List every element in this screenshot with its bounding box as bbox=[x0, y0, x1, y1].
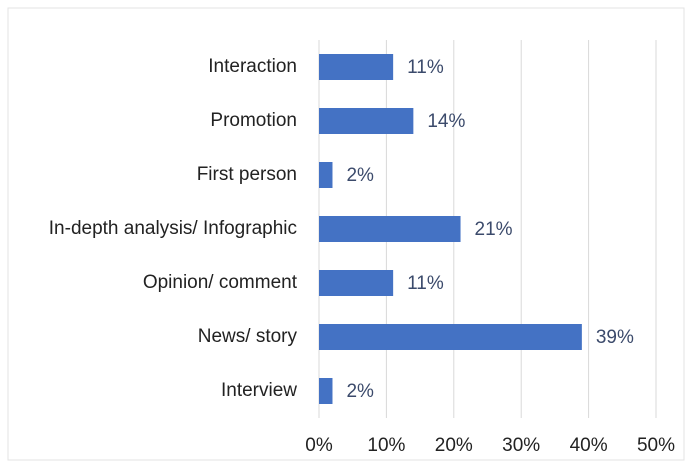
bar bbox=[319, 162, 333, 188]
value-label: 14% bbox=[427, 111, 465, 132]
y-tick-label: News/ story bbox=[198, 326, 298, 347]
y-tick-label: Interaction bbox=[208, 56, 297, 77]
bar bbox=[319, 108, 414, 134]
x-tick-label: 40% bbox=[570, 435, 608, 456]
bar bbox=[319, 216, 461, 242]
x-tick-label: 0% bbox=[305, 435, 333, 456]
x-tick-label: 30% bbox=[502, 435, 540, 456]
x-tick-label: 10% bbox=[367, 435, 405, 456]
value-label: 11% bbox=[407, 273, 444, 294]
y-tick-label: Opinion/ comment bbox=[143, 272, 298, 293]
bar bbox=[319, 378, 333, 404]
value-label: 11% bbox=[407, 57, 444, 78]
value-label: 21% bbox=[475, 219, 513, 240]
y-tick-label: Interview bbox=[221, 380, 297, 401]
y-tick-label: In-depth analysis/ Infographic bbox=[49, 218, 297, 239]
value-label: 39% bbox=[596, 327, 634, 348]
bar bbox=[319, 324, 582, 350]
x-tick-label: 20% bbox=[435, 435, 473, 456]
value-label: 2% bbox=[346, 381, 374, 402]
x-tick-label: 50% bbox=[637, 435, 675, 456]
y-tick-label: Promotion bbox=[210, 110, 297, 131]
y-tick-label: First person bbox=[197, 164, 297, 185]
chart-frame bbox=[7, 7, 685, 461]
bar bbox=[319, 54, 394, 80]
bar bbox=[319, 270, 394, 296]
value-label: 2% bbox=[346, 165, 374, 186]
